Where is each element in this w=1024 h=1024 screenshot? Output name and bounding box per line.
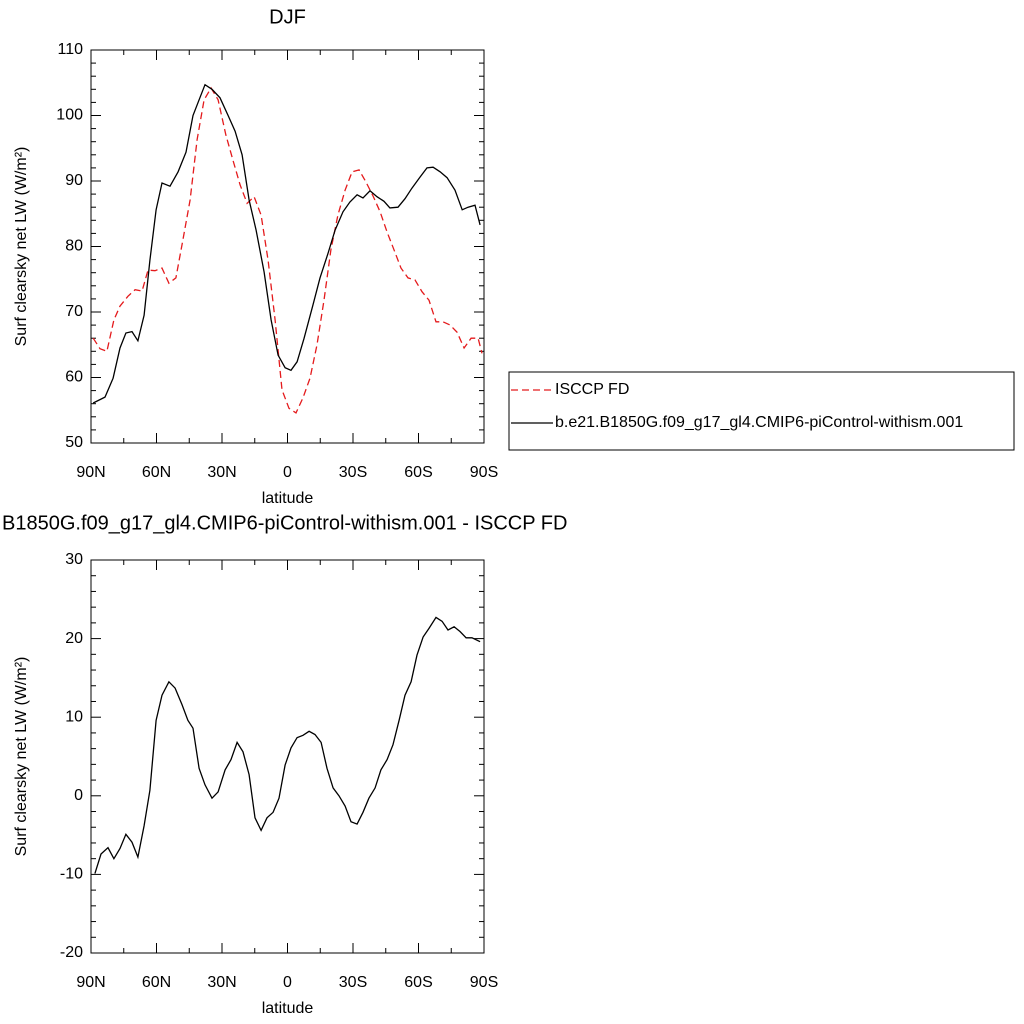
y-tick-label: 60 [65, 369, 83, 386]
chart-title: DJF [269, 6, 306, 28]
data-line [92, 83, 481, 404]
x-tick-label: 60S [404, 464, 432, 481]
x-tick-label: 90N [76, 464, 105, 481]
x-axis-label: latitude [262, 490, 314, 507]
plot-frame [90, 49, 485, 444]
x-tick-label: 30S [339, 974, 367, 991]
legend-label: ISCCP FD [555, 381, 629, 398]
y-tick-label: 110 [57, 41, 83, 58]
x-tick-label: 90S [470, 974, 498, 991]
x-tick-label: 60N [142, 464, 171, 481]
y-tick-label: 90 [65, 172, 83, 189]
y-axis-label: Surf clearsky net LW (W/m²) [13, 657, 30, 857]
x-tick-label: 60N [142, 974, 171, 991]
x-tick-label: 30N [207, 464, 236, 481]
data-line [94, 616, 481, 874]
x-axis-label: latitude [262, 1000, 314, 1017]
plot-frame [90, 559, 485, 954]
x-tick-label: 30N [207, 974, 236, 991]
y-tick-label: 50 [65, 434, 83, 451]
x-tick-label: 90N [76, 974, 105, 991]
legend-box [508, 371, 1015, 451]
y-tick-label: -20 [60, 944, 83, 961]
y-tick-label: 20 [65, 630, 83, 647]
y-tick-label: 0 [74, 787, 83, 804]
y-tick-label: 10 [65, 708, 83, 725]
y-tick-label: 70 [65, 303, 83, 320]
x-tick-label: 60S [404, 974, 432, 991]
x-tick-label: 0 [283, 464, 292, 481]
y-tick-label: 100 [56, 107, 83, 124]
x-tick-label: 0 [283, 974, 292, 991]
y-axis-label: Surf clearsky net LW (W/m²) [13, 147, 30, 347]
y-tick-label: 80 [65, 238, 83, 255]
y-tick-label: 30 [65, 551, 83, 568]
legend-label: b.e21.B1850G.f09_g17_gl4.CMIP6-piControl… [555, 414, 963, 431]
data-line [92, 86, 483, 414]
x-tick-label: 90S [470, 464, 498, 481]
y-tick-label: -10 [60, 866, 83, 883]
chart-title: B1850G.f09_g17_gl4.CMIP6-piControl-withi… [2, 512, 567, 534]
x-tick-label: 30S [339, 464, 367, 481]
